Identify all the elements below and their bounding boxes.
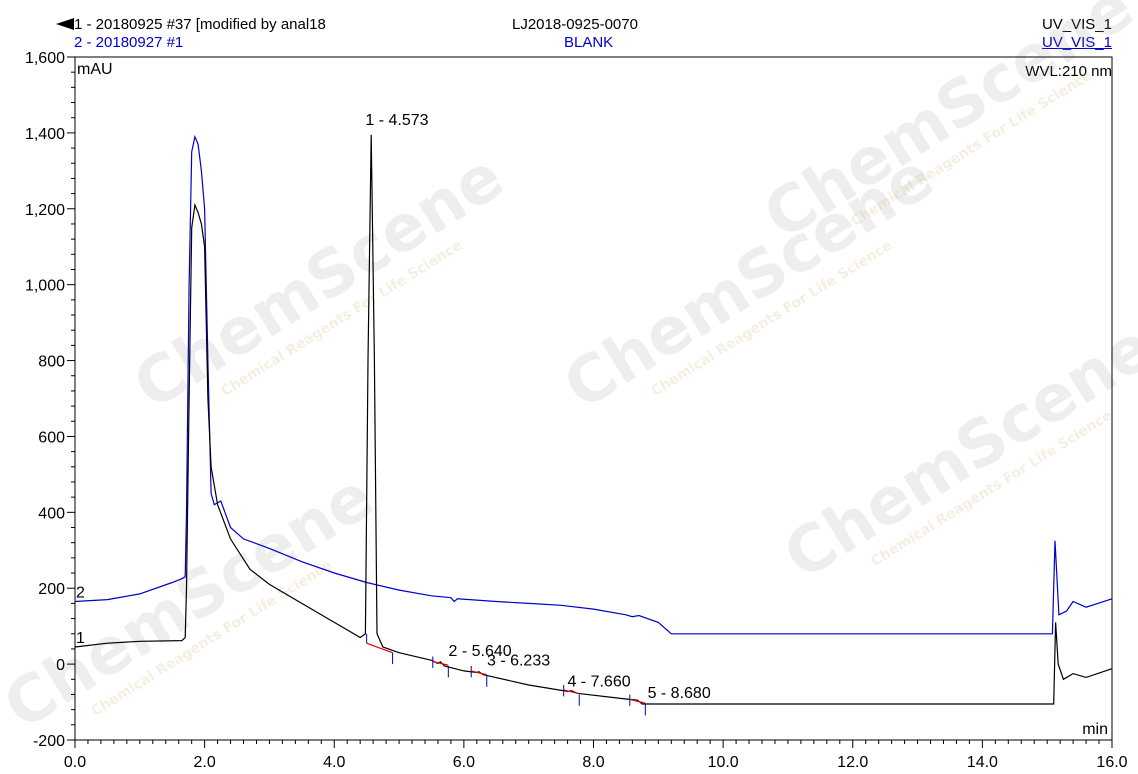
x-tick-label: 16.0 — [1096, 754, 1127, 771]
peak-label: 5 - 8.680 — [648, 685, 711, 702]
x-tick-label: 10.0 — [708, 754, 739, 771]
left-triangle-icon — [56, 18, 74, 30]
y-tick-label: 200 — [38, 581, 65, 598]
y-axis-label: mAU — [77, 61, 113, 78]
x-tick-label: 14.0 — [967, 754, 998, 771]
y-tick-label: 0 — [56, 657, 65, 674]
channel1-label: UV_VIS_1 — [1041, 16, 1112, 33]
wavelength-label: WVL:210 nm — [1025, 63, 1112, 80]
integration-baseline — [629, 698, 646, 704]
y-tick-label: 1,200 — [25, 202, 65, 219]
peak-label: 1 - 4.573 — [365, 112, 428, 129]
y-tick-label: 1,400 — [25, 126, 65, 143]
series-line-2 — [74, 134, 1113, 635]
axes: -200 0 200 400 600 800 1,000 1,200 1,400 1,600 0.0… — [25, 50, 1128, 771]
watermark-brand: ChemScene — [772, 310, 1138, 595]
y-tick-label: 1,600 — [25, 50, 65, 67]
watermark-brand: ChemScene — [122, 140, 517, 425]
integration-baseline — [432, 660, 449, 666]
x-tick-label: 0.0 — [64, 754, 86, 771]
x-tick-label: 4.0 — [323, 754, 345, 771]
y-tick-label: -200 — [33, 733, 65, 750]
series-layer: 21 — [74, 134, 1113, 705]
integration-baseline — [471, 670, 487, 676]
peak-label: 2 - 5.640 — [449, 643, 512, 660]
integration-baseline — [563, 689, 580, 695]
x-tick-label: 6.0 — [453, 754, 475, 771]
y-tick-label: 1,000 — [25, 278, 65, 295]
trace1-label: 1 - 20180925 #37 [modified by anal18 — [74, 16, 326, 33]
trace2-label: 2 - 20180927 #1 — [74, 34, 184, 51]
y-tick-label: 400 — [38, 505, 65, 522]
series-line-1 — [74, 134, 1113, 705]
y-tick-label: 600 — [38, 429, 65, 446]
trace2-header: 2 - 20180927 #1 — [74, 34, 183, 51]
channel2-label: UV_VIS_1 — [1041, 34, 1112, 51]
integration-baseline — [366, 642, 393, 654]
x-tick-label: 12.0 — [837, 754, 868, 771]
y-tick-label: 800 — [38, 354, 65, 371]
trace-marker-2: 2 — [76, 585, 85, 602]
peak-label: 3 - 6.233 — [487, 653, 550, 670]
x-axis-label: min — [1082, 721, 1108, 738]
trace1-header: 1 - 20180925 #37 [modified by anal18 — [56, 16, 326, 33]
blank-label: BLANK — [564, 34, 614, 51]
watermark-brand: ChemScene — [752, 0, 1138, 255]
watermark-brand: ChemScene — [0, 460, 386, 745]
trace-marker-1: 1 — [76, 630, 85, 647]
x-tick-label: 2.0 — [194, 754, 216, 771]
peak-label: 4 - 7.660 — [567, 674, 630, 691]
x-tick-label: 8.0 — [582, 754, 604, 771]
sample-name: LJ2018-0925-0070 — [512, 16, 638, 33]
